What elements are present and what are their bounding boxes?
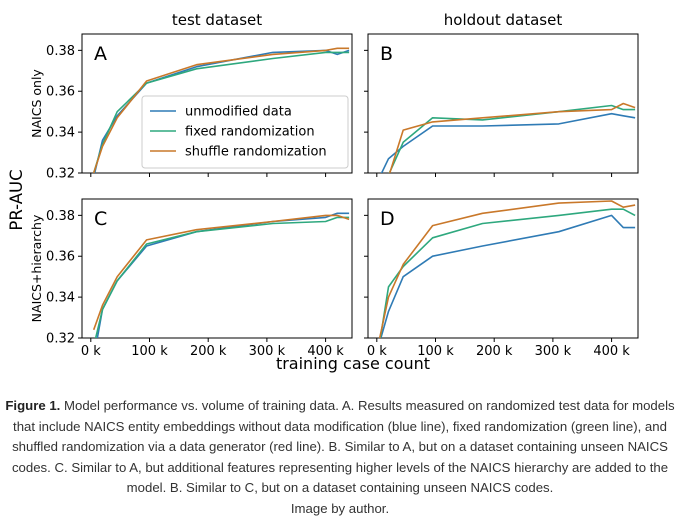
caption-credit: Image by author. xyxy=(0,499,680,519)
legend-label-fixed-randomization: fixed randomization xyxy=(185,125,315,140)
panel-c-label: C xyxy=(94,208,107,230)
panel-d-xtick-label: 200 k xyxy=(476,344,513,359)
row-label-1: NAICS only xyxy=(29,69,44,138)
panel-a-label: A xyxy=(94,43,107,65)
panel-c-xtick-label: 400 k xyxy=(307,344,344,359)
legend-label-shuffle-randomization: shuffle randomization xyxy=(185,145,327,160)
panel-d-xtick-label: 400 k xyxy=(593,344,630,359)
legend-label-unmodified-data: unmodified data xyxy=(185,105,292,120)
panel-c-series-unmodified-data xyxy=(94,213,349,358)
panel-c-ytick-label: 0.36 xyxy=(46,250,75,265)
panel-c-xtick-label: 300 k xyxy=(249,344,286,359)
panel-c-xtick-label: 200 k xyxy=(190,344,227,359)
chart-svg: test dataset holdout dataset PR-AUC NAICS o… xyxy=(0,0,680,380)
caption-label: Figure 1. xyxy=(5,398,60,413)
panel-a-ytick-label: 0.38 xyxy=(46,44,75,59)
panel-c-xtick-label: 100 k xyxy=(131,344,168,359)
panel-c-ytick-label: 0.32 xyxy=(46,332,75,347)
panel-c-ytick-label: 0.34 xyxy=(46,291,75,306)
panel-c-ytick-label: 0.38 xyxy=(46,209,75,224)
panel-b-series-unmodified-data xyxy=(380,114,635,177)
x-axis-label: training case count xyxy=(276,354,430,373)
row-label-2: NAICS+hierarchy xyxy=(29,214,44,322)
panel-a-ytick-label: 0.36 xyxy=(46,85,75,100)
col-title-1: test dataset xyxy=(172,11,262,29)
panel-b-label: B xyxy=(380,43,393,65)
panel-a-ytick-label: 0.34 xyxy=(46,126,75,141)
panel-b-series-fixed-randomization xyxy=(380,106,635,190)
figure-chart: test dataset holdout dataset PR-AUC NAICS o… xyxy=(0,0,680,380)
panel-d-series-fixed-randomization xyxy=(380,209,635,342)
panel-d-label: D xyxy=(380,208,395,230)
y-axis-label: PR-AUC xyxy=(7,169,26,230)
panel-c-series-fixed-randomization xyxy=(94,217,349,346)
col-title-2: holdout dataset xyxy=(444,11,563,29)
panel-a-ytick-label: 0.32 xyxy=(46,167,75,182)
panel-c-xtick-label: 0 k xyxy=(81,344,101,359)
figure-caption: Figure 1. Model performance vs. volume o… xyxy=(0,396,680,519)
panel-d-xtick-label: 0 k xyxy=(367,344,387,359)
panel-b-frame xyxy=(368,34,638,173)
panel-d-xtick-label: 300 k xyxy=(535,344,572,359)
panel-c-series-shuffle-randomization xyxy=(94,215,349,329)
caption-text: Model performance vs. volume of training… xyxy=(12,398,675,495)
panel-c-frame xyxy=(82,199,352,338)
panel-d-series-unmodified-data xyxy=(380,215,635,342)
panel-d-xtick-label: 100 k xyxy=(417,344,454,359)
